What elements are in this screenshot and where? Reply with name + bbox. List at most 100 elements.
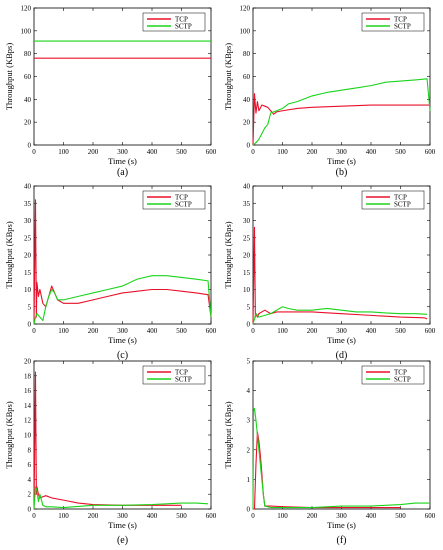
y-tick-label: 16 (24, 387, 32, 395)
legend-box (361, 190, 425, 210)
legend-label-sctp: SCTP (394, 201, 411, 209)
chart-panel-3: 0 100 200 300 400 500 600 0 5 10 15 20 25 30 35 40 Time … (223, 183, 436, 362)
y-tick-label: 20 (243, 119, 251, 127)
y-tick-label: 80 (243, 50, 251, 58)
y-tick-label: 100 (240, 27, 251, 35)
x-axis-label: Time (s) (108, 156, 137, 166)
x-tick-label: 400 (366, 512, 377, 520)
y-tick-label: 8 (28, 446, 32, 454)
y-tick-label: 4 (28, 476, 32, 484)
chart-panel-1: 0 100 200 300 400 500 600 0 20 40 60 80 100 120 Time (… (223, 5, 436, 179)
y-tick-label: 0 (28, 321, 32, 329)
y-tick-label: 15 (24, 269, 32, 277)
y-tick-label: 5 (247, 358, 251, 366)
y-tick-label: 120 (240, 5, 251, 13)
y-tick-label: 80 (24, 50, 32, 58)
panel-caption: (e) (117, 535, 128, 546)
panel-caption: (b) (336, 167, 348, 178)
y-tick-label: 15 (243, 269, 251, 277)
series-line-sctp (252, 306, 428, 325)
y-tick-label: 0 (28, 506, 32, 514)
x-tick-label: 400 (147, 327, 158, 335)
y-tick-label: 10 (24, 286, 32, 294)
x-axis-label: Time (s) (108, 335, 137, 345)
chart-panel-5: 0 100 200 300 400 500 600 0 1 2 3 4 5 Time (s) Through… (223, 358, 436, 547)
y-tick-label: 2 (28, 491, 32, 499)
legend-label-sctp: SCTP (175, 201, 192, 209)
x-tick-label: 300 (336, 327, 347, 335)
series-line-sctp (252, 407, 430, 510)
panel-caption: (c) (117, 350, 128, 361)
x-axis-label: Time (s) (327, 520, 356, 530)
y-tick-label: 0 (247, 506, 251, 514)
y-tick-label: 10 (243, 286, 251, 294)
x-tick-label: 200 (88, 148, 99, 156)
legend-label-tcp: TCP (394, 369, 407, 377)
y-tick-label: 6 (28, 461, 32, 469)
y-tick-label: 60 (24, 73, 32, 81)
y-tick-label: 40 (24, 183, 32, 191)
y-tick-label: 60 (243, 73, 251, 81)
x-tick-label: 0 (251, 148, 255, 156)
legend-label-tcp: TCP (394, 194, 407, 202)
y-axis-label: Throughput (KBps) (223, 401, 233, 468)
y-tick-label: 2 (247, 446, 251, 454)
y-tick-label: 20 (24, 358, 32, 366)
series-line-tcp (253, 431, 401, 510)
y-tick-label: 14 (24, 402, 32, 410)
y-tick-label: 1 (247, 476, 251, 484)
series-line-sctp (33, 275, 212, 325)
x-tick-label: 500 (176, 148, 187, 156)
legend-label-tcp: TCP (175, 369, 188, 377)
legend-box (142, 12, 206, 32)
x-axis-label: Time (s) (327, 335, 356, 345)
series-line-sctp (33, 486, 209, 510)
x-tick-label: 600 (425, 327, 436, 335)
y-tick-label: 4 (247, 387, 251, 395)
y-tick-label: 35 (24, 200, 32, 208)
x-axis-label: Time (s) (108, 520, 137, 530)
y-tick-label: 40 (24, 96, 32, 104)
x-tick-label: 400 (366, 327, 377, 335)
x-tick-label: 400 (147, 512, 158, 520)
x-tick-label: 500 (395, 148, 406, 156)
legend-box (361, 12, 425, 32)
y-axis-label: Throughput (KBps) (4, 401, 14, 468)
x-tick-label: 600 (206, 512, 217, 520)
y-tick-label: 35 (243, 200, 251, 208)
x-tick-label: 200 (88, 512, 99, 520)
legend-label-sctp: SCTP (175, 23, 192, 31)
x-tick-label: 300 (117, 327, 128, 335)
x-tick-label: 0 (251, 327, 255, 335)
x-tick-label: 100 (58, 327, 69, 335)
y-tick-label: 25 (24, 234, 32, 242)
y-axis-label: Throughput (KBps) (223, 221, 233, 288)
legend-label-tcp: TCP (394, 16, 407, 24)
x-tick-label: 300 (336, 148, 347, 156)
x-tick-label: 0 (32, 148, 36, 156)
y-tick-label: 18 (24, 372, 32, 380)
y-tick-label: 12 (24, 417, 32, 425)
y-tick-label: 30 (243, 217, 251, 225)
x-tick-label: 200 (307, 512, 318, 520)
y-tick-label: 25 (243, 234, 251, 242)
x-tick-label: 100 (277, 512, 288, 520)
y-tick-label: 5 (247, 303, 251, 311)
legend-label-sctp: SCTP (394, 23, 411, 31)
x-tick-label: 400 (366, 148, 377, 156)
x-tick-label: 100 (277, 327, 288, 335)
x-tick-label: 500 (395, 327, 406, 335)
x-tick-label: 100 (277, 148, 288, 156)
x-tick-label: 600 (206, 148, 217, 156)
y-tick-label: 100 (21, 27, 32, 35)
x-tick-label: 200 (88, 327, 99, 335)
legend-box (142, 190, 206, 210)
legend-box (361, 365, 425, 385)
y-tick-label: 40 (243, 96, 251, 104)
series-line-tcp (33, 199, 212, 325)
